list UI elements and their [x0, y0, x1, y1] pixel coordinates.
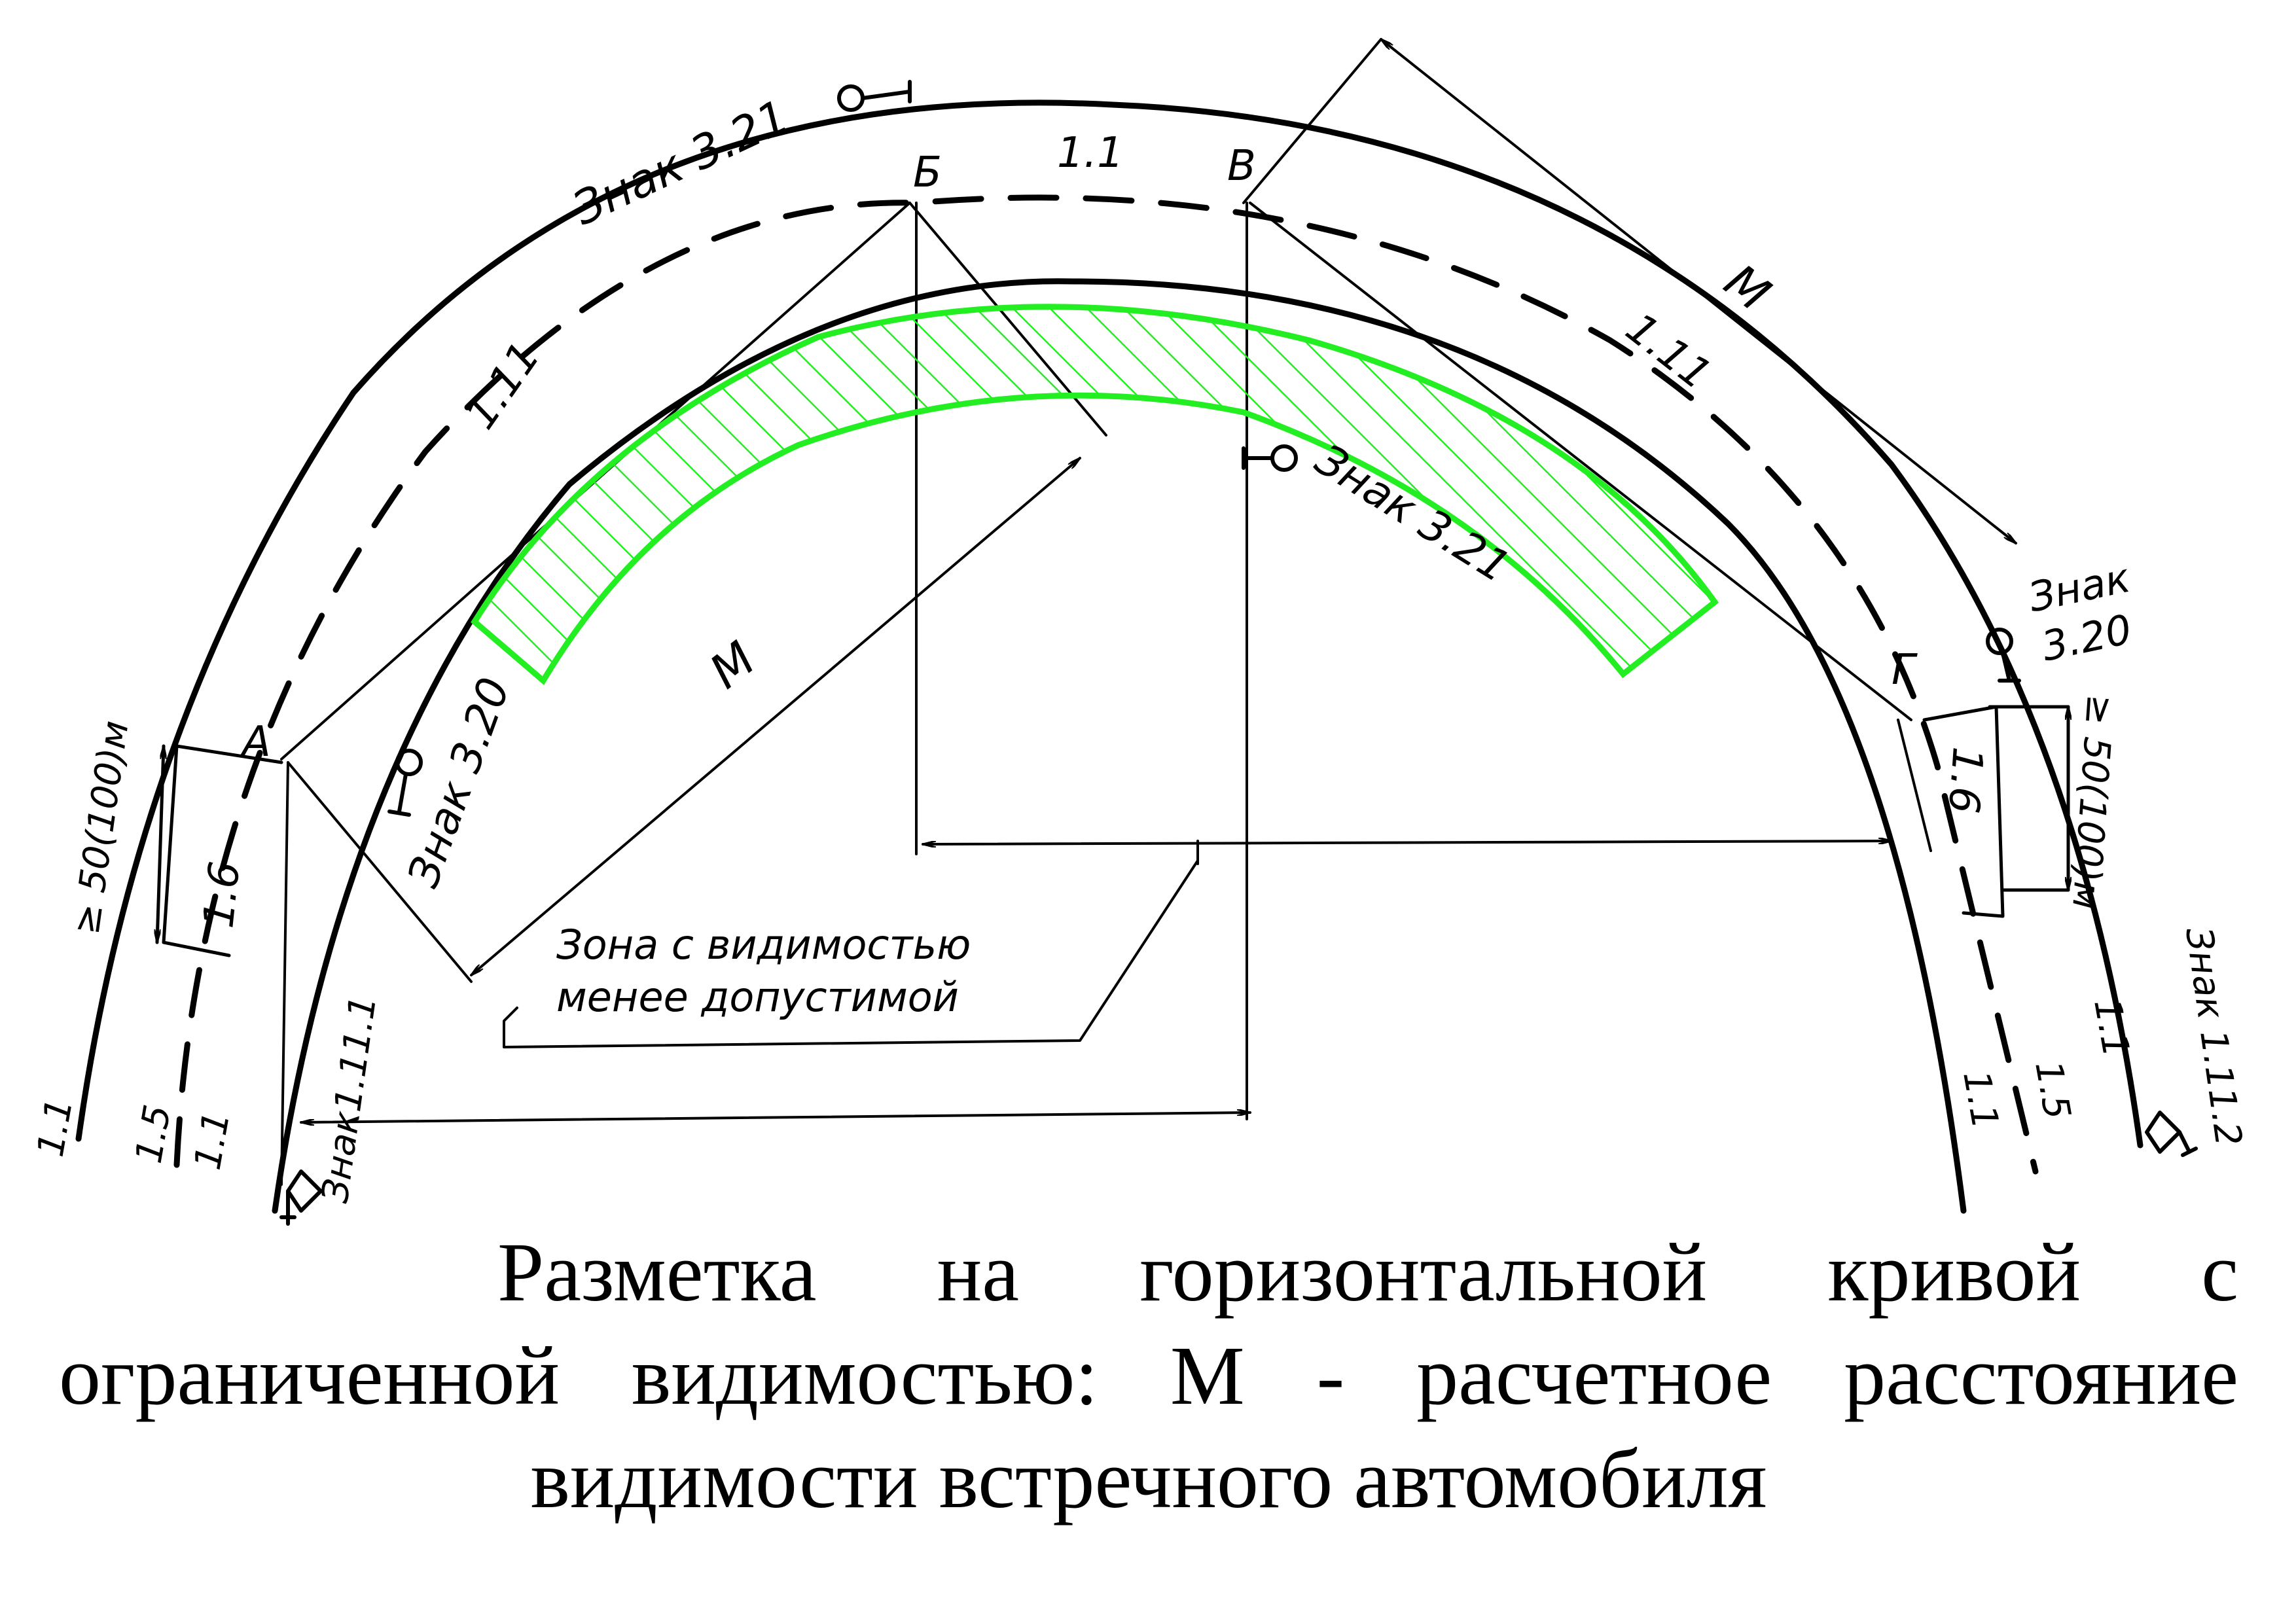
sign-3-20-left-icon	[387, 749, 423, 817]
inner-road-edge	[272, 278, 1967, 1214]
distance-right-span: ≥ 50(100)м	[2064, 693, 2121, 911]
sign-1-11-2-icon	[2145, 1111, 2198, 1157]
figure-caption: Разметка на горизонтальной кривой с огра…	[59, 1221, 2238, 1531]
sign-3-21-center-icon	[1242, 444, 1298, 472]
sign-left-end-label: Знак1.11.1	[314, 993, 385, 1205]
sign-top-label: Знак 3.21	[565, 90, 797, 236]
zone-label-line2: менее допустимой	[556, 973, 959, 1021]
marking-left-bottom-inner: 1.1	[187, 1108, 238, 1173]
dimension-arrows	[300, 38, 2017, 1122]
marking-left-bottom-outer: 1.1	[29, 1095, 81, 1160]
marking-right-bottom-inner: 1.1	[1954, 1067, 2006, 1132]
caption-line-3: видимости встречного автомобиля	[530, 1433, 1767, 1525]
sign-3-20-right-icon	[1986, 628, 2021, 683]
marking-left-bottom-mid: 1.5	[128, 1101, 179, 1166]
marking-top-center: 1.1	[1057, 129, 1124, 177]
point-a-label: А	[240, 718, 271, 766]
caption-line-2: ограниченной видимостью: М - расчетное р…	[59, 1329, 2238, 1422]
sign-3-21-top-icon	[837, 80, 912, 112]
marking-left-arc: 1.11	[456, 334, 549, 438]
point-b-label: Б	[913, 149, 942, 197]
marking-right-bottom-outer: 1.1	[2085, 995, 2137, 1060]
visibility-zone	[471, 304, 1719, 685]
outer-road-edge	[75, 99, 2144, 1149]
point-v-label: В	[1227, 142, 1256, 190]
sign-1-11-1-icon	[279, 1169, 323, 1226]
diagram-labels: А Б В Г 1.1 1.11 1.11 1.6 1.6 1.1 1.5 1.…	[29, 90, 2250, 1205]
point-g-label: Г	[1892, 646, 1918, 694]
sign-right-end-label: Знак 1.11.2	[2177, 925, 2250, 1149]
sign-left-inner-label: Знак 3.20	[398, 671, 520, 894]
marking-right-box: 1.6	[1939, 745, 1992, 815]
marking-right-bottom-mid: 1.5	[2026, 1058, 2078, 1122]
zone-label-line1: Зона с видимостью	[556, 921, 971, 969]
marking-right-arc: 1.11	[1617, 304, 1720, 399]
marking-left-box: 1.6	[194, 859, 249, 931]
offset-boxes	[157, 705, 2068, 957]
caption-line-1: Разметка на горизонтальной кривой с	[497, 1226, 2238, 1319]
distance-m-left: М	[700, 631, 766, 699]
